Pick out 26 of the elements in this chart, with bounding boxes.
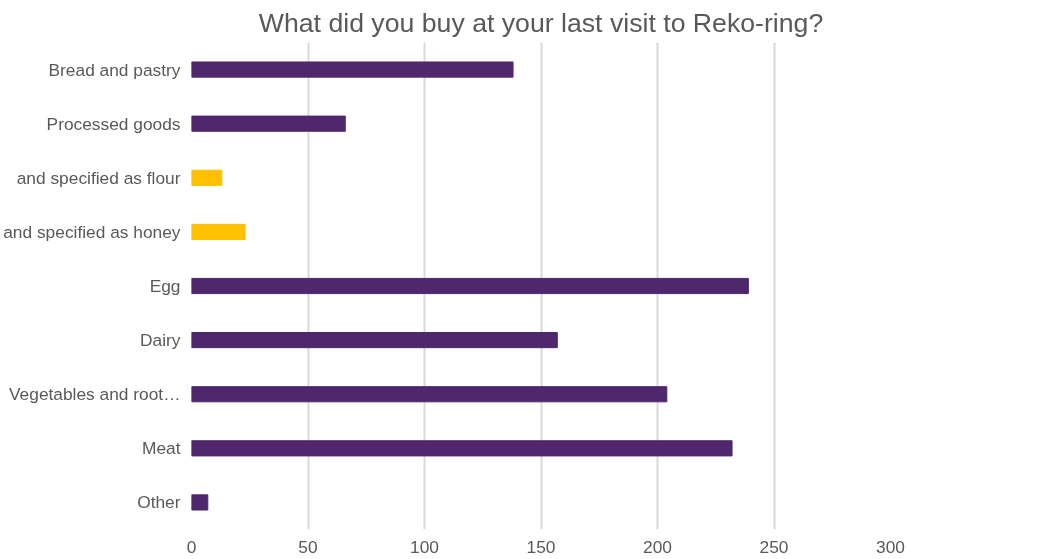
y-tick-label: Other xyxy=(137,492,181,513)
bar xyxy=(191,332,558,349)
bar xyxy=(191,494,209,511)
bar xyxy=(191,115,346,132)
bar xyxy=(191,440,733,457)
bar xyxy=(191,223,246,240)
bar xyxy=(191,169,223,186)
y-tick-label: and specified as flour xyxy=(16,167,181,188)
x-tick-label: 0 xyxy=(186,536,197,557)
x-tick-label: 200 xyxy=(643,536,672,557)
y-tick-label: Meat xyxy=(141,438,181,459)
x-tick-label: 300 xyxy=(876,536,905,557)
chart-title: What did you buy at your last visit to Reko-ring? xyxy=(258,7,824,38)
bar xyxy=(191,61,514,78)
y-tick-label: Bread and pastry xyxy=(48,59,181,80)
x-tick-label: 150 xyxy=(526,536,556,557)
y-tick-label: and specified as honey xyxy=(3,221,181,242)
bar xyxy=(191,386,668,403)
x-tick-label: 250 xyxy=(759,536,789,557)
x-tick-label: 100 xyxy=(410,536,439,557)
y-tick-label: Processed goods xyxy=(46,113,181,134)
x-tick-label: 50 xyxy=(298,536,318,557)
bar xyxy=(191,277,749,295)
y-tick-label: Egg xyxy=(149,276,181,296)
y-tick-label: Vegetables and root… xyxy=(9,384,181,405)
y-tick-label: Dairy xyxy=(140,330,181,351)
